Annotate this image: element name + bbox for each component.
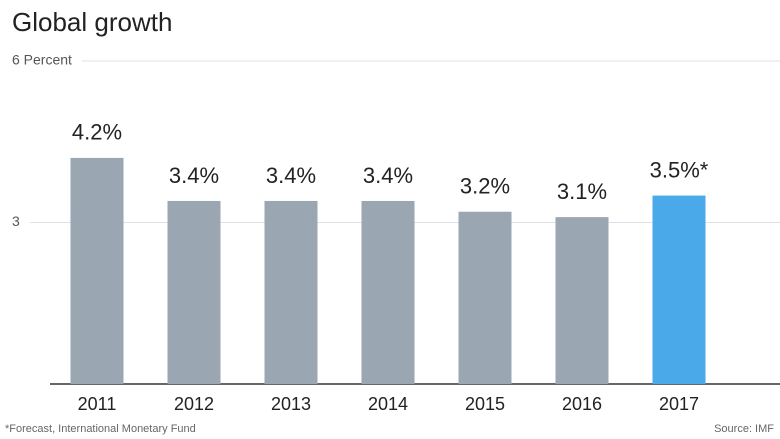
value-label: 3.2% bbox=[460, 174, 510, 199]
x-tick-label: 2016 bbox=[562, 394, 602, 414]
value-label: 3.4% bbox=[363, 163, 413, 188]
x-tick-label: 2011 bbox=[78, 394, 117, 414]
footnote: *Forecast, International Monetary Fund bbox=[5, 423, 196, 435]
value-label: 4.2% bbox=[72, 120, 122, 145]
x-tick-label: 2015 bbox=[465, 394, 505, 414]
bar bbox=[458, 211, 512, 384]
bar bbox=[70, 157, 124, 384]
x-tick-label: 2012 bbox=[174, 394, 214, 414]
bar bbox=[361, 200, 415, 384]
chart-title: Global growth bbox=[12, 7, 172, 37]
bar bbox=[652, 195, 706, 384]
value-label: 3.4% bbox=[169, 163, 219, 188]
x-tick-label: 2014 bbox=[368, 394, 408, 414]
bar bbox=[167, 200, 221, 384]
bar bbox=[264, 200, 318, 384]
bar bbox=[555, 217, 609, 384]
x-tick-label: 2013 bbox=[271, 394, 311, 414]
y-tick-label: 3 bbox=[12, 213, 20, 229]
y-tick-label: 6 Percent bbox=[12, 52, 72, 68]
source: Source: IMF bbox=[714, 423, 774, 435]
value-label: 3.4% bbox=[266, 163, 316, 188]
value-label: 3.5%* bbox=[650, 157, 709, 182]
x-tick-label: 2017 bbox=[659, 394, 699, 414]
value-label: 3.1% bbox=[557, 179, 607, 204]
